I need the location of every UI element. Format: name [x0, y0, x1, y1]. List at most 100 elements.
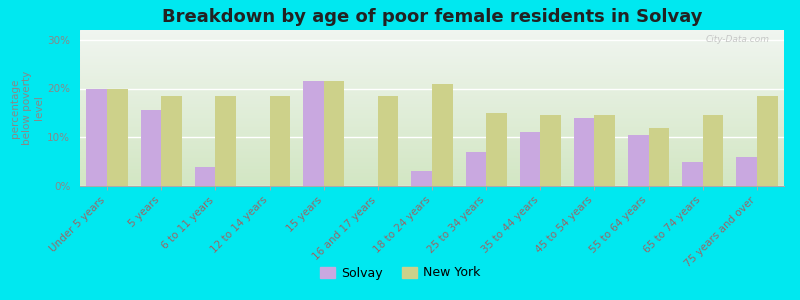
- Bar: [80, 92, 784, 94]
- Bar: [80, 77, 784, 78]
- Bar: [80, 91, 784, 92]
- Bar: [324, 81, 344, 186]
- Bar: [107, 88, 128, 186]
- Bar: [80, 44, 784, 46]
- Bar: [80, 47, 784, 49]
- Bar: [80, 131, 784, 133]
- Bar: [80, 147, 784, 148]
- Bar: [195, 167, 215, 186]
- Bar: [574, 118, 594, 186]
- Bar: [80, 58, 784, 60]
- Bar: [80, 150, 784, 152]
- Bar: [649, 128, 669, 186]
- Bar: [303, 81, 324, 186]
- Bar: [80, 124, 784, 125]
- Bar: [80, 78, 784, 80]
- Bar: [80, 108, 784, 110]
- Bar: [80, 167, 784, 169]
- Bar: [80, 74, 784, 75]
- Bar: [80, 110, 784, 111]
- Bar: [80, 183, 784, 184]
- Bar: [80, 178, 784, 180]
- Bar: [80, 172, 784, 173]
- Bar: [736, 157, 757, 186]
- Bar: [141, 110, 162, 186]
- Bar: [80, 152, 784, 153]
- Bar: [628, 135, 649, 186]
- Bar: [80, 60, 784, 61]
- Bar: [80, 38, 784, 39]
- Bar: [486, 113, 506, 186]
- Bar: [80, 106, 784, 108]
- Bar: [80, 49, 784, 50]
- Bar: [80, 72, 784, 74]
- Bar: [540, 115, 561, 186]
- Bar: [432, 84, 453, 186]
- Bar: [80, 52, 784, 53]
- Bar: [80, 169, 784, 170]
- Bar: [757, 96, 778, 186]
- Bar: [378, 96, 398, 186]
- Bar: [80, 43, 784, 44]
- Bar: [80, 148, 784, 150]
- Bar: [736, 157, 757, 186]
- Bar: [80, 113, 784, 114]
- Bar: [80, 121, 784, 122]
- Bar: [80, 130, 784, 131]
- Bar: [80, 89, 784, 91]
- Title: Breakdown by age of poor female residents in Solvay: Breakdown by age of poor female resident…: [162, 8, 702, 26]
- Bar: [682, 162, 702, 186]
- Bar: [520, 132, 540, 186]
- Bar: [80, 33, 784, 35]
- Bar: [162, 96, 182, 186]
- Bar: [215, 96, 236, 186]
- Bar: [80, 133, 784, 134]
- Bar: [378, 96, 398, 186]
- Bar: [520, 132, 540, 186]
- Bar: [303, 81, 324, 186]
- Bar: [594, 115, 615, 186]
- Bar: [80, 99, 784, 100]
- Bar: [80, 70, 784, 72]
- Bar: [80, 41, 784, 43]
- Bar: [86, 88, 107, 186]
- Bar: [80, 180, 784, 181]
- Bar: [80, 139, 784, 141]
- Bar: [141, 110, 162, 186]
- Bar: [80, 164, 784, 166]
- Bar: [80, 156, 784, 158]
- Bar: [80, 75, 784, 77]
- Bar: [466, 152, 486, 186]
- Bar: [80, 119, 784, 121]
- Bar: [80, 117, 784, 119]
- Bar: [80, 64, 784, 66]
- Bar: [80, 141, 784, 142]
- Bar: [80, 144, 784, 146]
- Bar: [80, 68, 784, 69]
- Text: City-Data.com: City-Data.com: [706, 35, 770, 44]
- Bar: [486, 113, 506, 186]
- Bar: [86, 88, 107, 186]
- Bar: [80, 177, 784, 178]
- Bar: [80, 184, 784, 186]
- Bar: [80, 128, 784, 130]
- Bar: [80, 155, 784, 156]
- Bar: [80, 160, 784, 161]
- Bar: [80, 161, 784, 163]
- Bar: [80, 170, 784, 172]
- Bar: [411, 171, 432, 186]
- Bar: [80, 125, 784, 127]
- Bar: [270, 96, 290, 186]
- Bar: [80, 138, 784, 139]
- Bar: [80, 82, 784, 83]
- Bar: [80, 80, 784, 82]
- Bar: [80, 32, 784, 33]
- Bar: [80, 173, 784, 175]
- Bar: [574, 118, 594, 186]
- Bar: [80, 36, 784, 38]
- Legend: Solvay, New York: Solvay, New York: [315, 262, 485, 284]
- Bar: [80, 163, 784, 164]
- Bar: [702, 115, 723, 186]
- Bar: [80, 142, 784, 144]
- Bar: [162, 96, 182, 186]
